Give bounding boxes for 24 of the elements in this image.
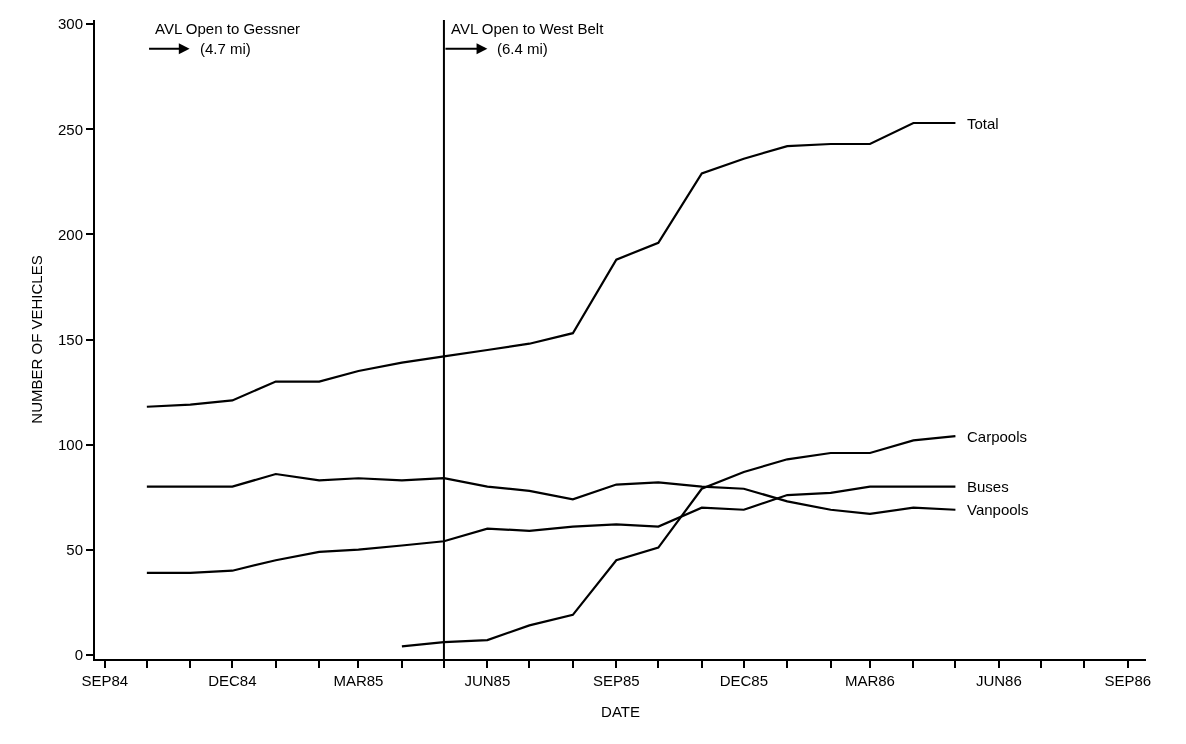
x-tick-label: SEP86	[1104, 672, 1152, 689]
y-tick-label: 300	[57, 15, 83, 33]
x-axis-title: DATE	[601, 702, 640, 720]
series-label: Vanpools	[967, 501, 1029, 518]
x-tick-label: JUN86	[975, 672, 1022, 689]
x-tick-label: MAR86	[844, 672, 895, 689]
x-tick-label: DEC85	[719, 672, 768, 689]
annotation: AVL Open to Gessner (4.7 mi)	[155, 20, 301, 57]
y-tick-label: 200	[57, 225, 83, 243]
y-tick-label: 250	[57, 120, 83, 138]
series-label: Buses	[967, 478, 1009, 495]
y-tick-label: 100	[57, 435, 83, 453]
y-tick-label: 50	[66, 540, 83, 558]
y-axis-title: NUMBER OF VEHICLES	[27, 255, 45, 424]
series-label: Carpools	[967, 428, 1028, 445]
y-tick-label: 0	[74, 646, 83, 664]
x-tick-label: DEC84	[208, 672, 257, 689]
x-tick-label: JUN85	[464, 672, 511, 689]
x-tick-label: MAR85	[333, 672, 384, 689]
x-tick-label: SEP84	[81, 672, 129, 689]
ref-line-label: AVL Open to West Belt (6.4 mi)	[451, 20, 605, 57]
x-tick-label: SEP85	[592, 672, 640, 689]
series-label: Total	[967, 115, 999, 132]
y-tick-label: 150	[57, 330, 83, 348]
